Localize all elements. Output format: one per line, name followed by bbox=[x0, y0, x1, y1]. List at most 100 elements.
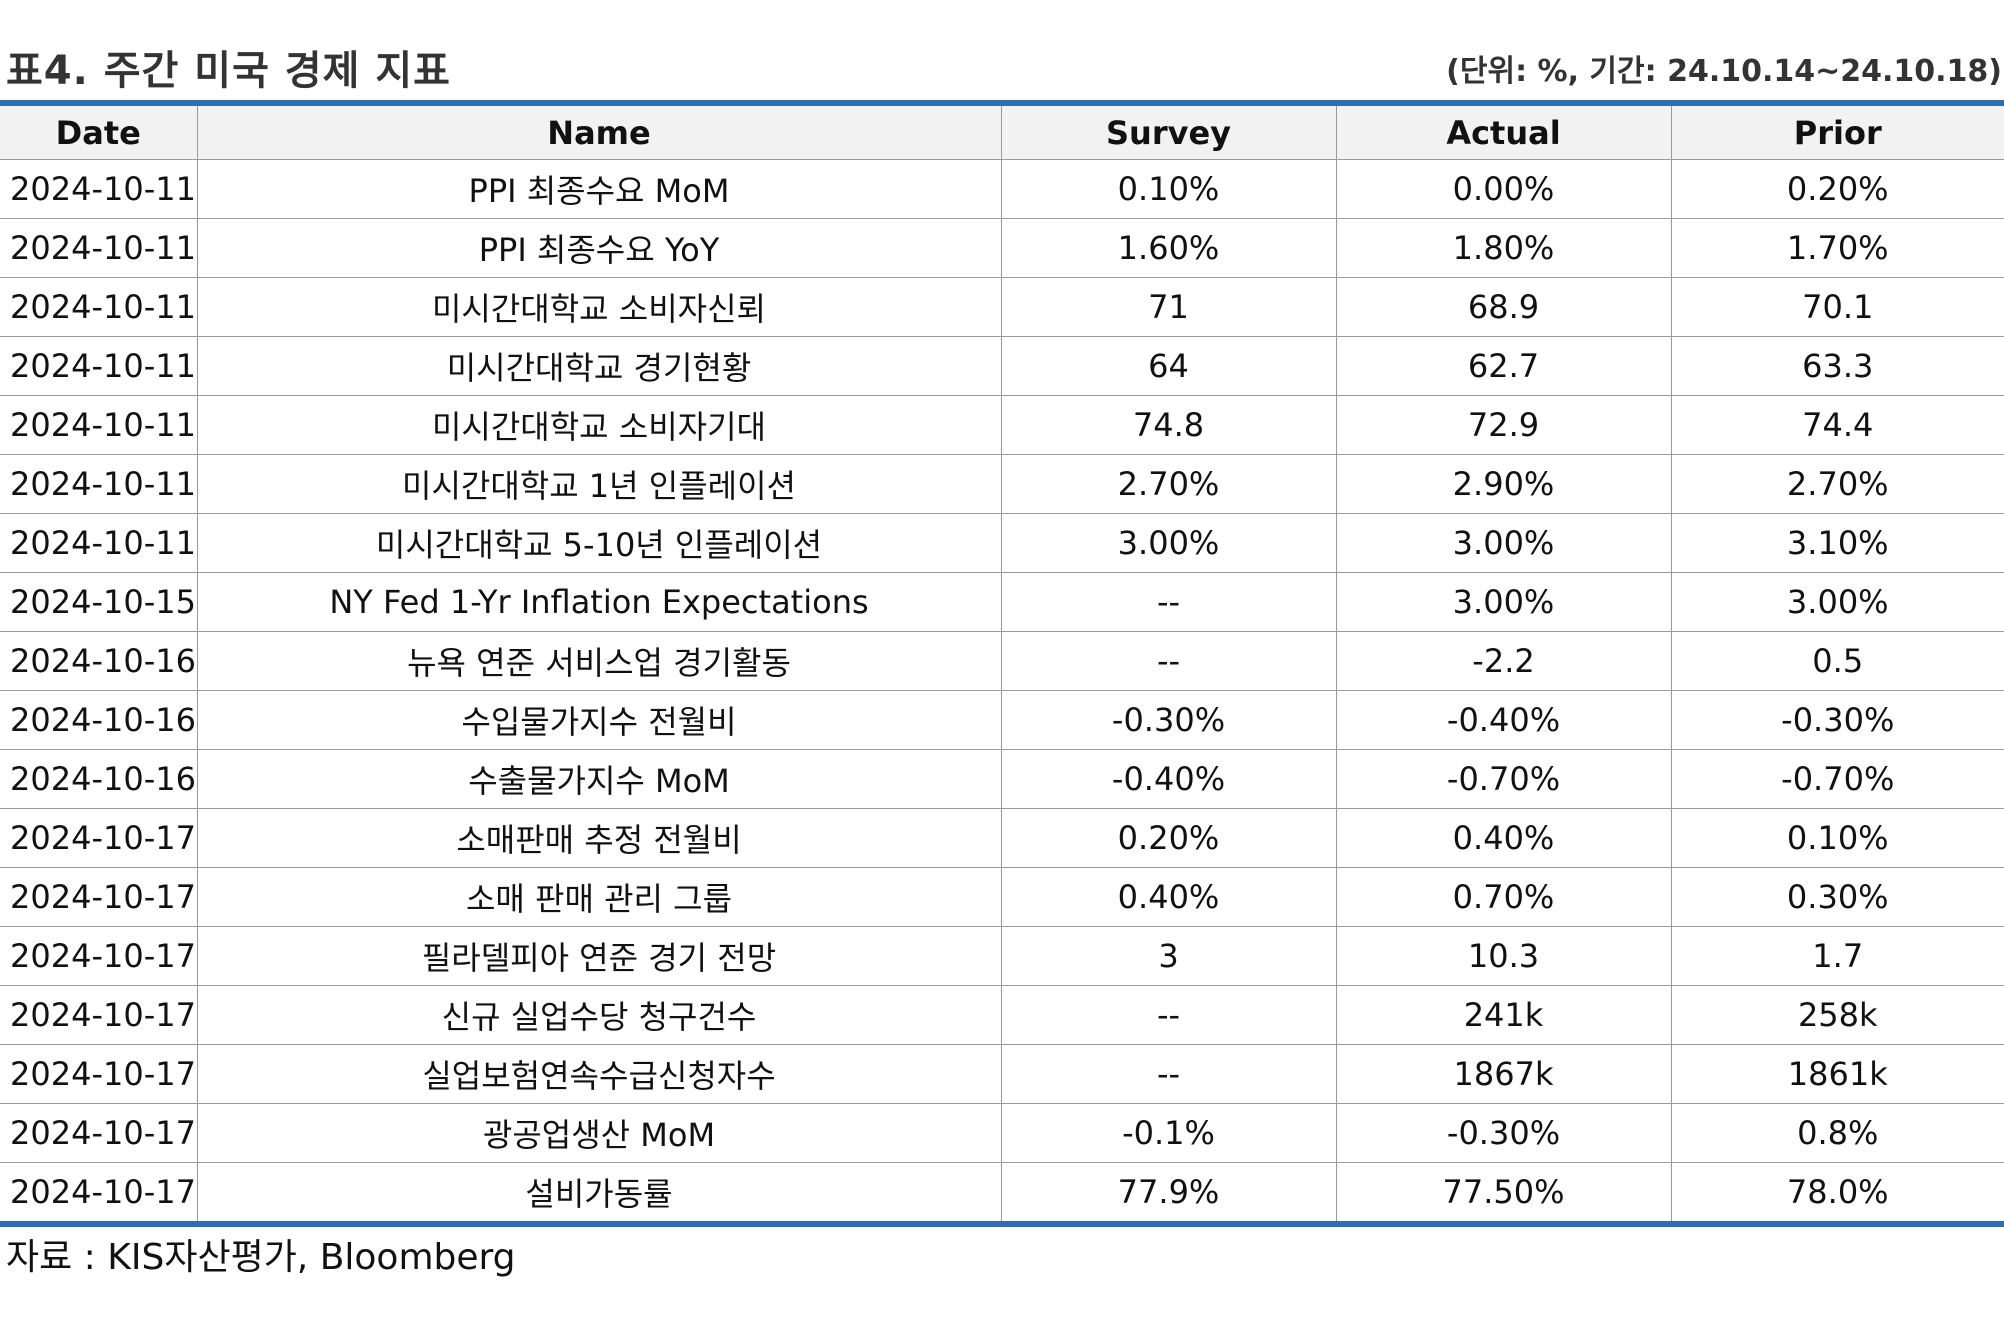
cell-name: 소매판매 추정 전월비 bbox=[196, 808, 1001, 868]
cell-actual: 3.00% bbox=[1335, 572, 1671, 632]
cell-prior: 3.00% bbox=[1670, 572, 2004, 632]
cell-prior: 0.5 bbox=[1670, 631, 2004, 691]
cell-name: 필라델피아 연준 경기 전망 bbox=[196, 926, 1001, 986]
cell-date: 2024-10-11 bbox=[0, 395, 197, 455]
cell-survey: -- bbox=[1000, 572, 1336, 632]
cell-survey: -- bbox=[1000, 985, 1336, 1045]
column-header-actual: Actual bbox=[1335, 106, 1671, 160]
column-header-name: Name bbox=[196, 106, 1001, 160]
cell-date: 2024-10-11 bbox=[10, 170, 196, 208]
cell-date: 2024-10-15 bbox=[0, 572, 197, 632]
cell-date: 2024-10-16 bbox=[0, 690, 197, 750]
cell-name: 미시간대학교 소비자신뢰 bbox=[196, 277, 1001, 337]
table-row: 2024-10-16 뉴욕 연준 서비스업 경기활동 -- -2.2 0.5 bbox=[0, 631, 2004, 691]
cell-actual: -0.30% bbox=[1335, 1103, 1671, 1163]
cell-name: 미시간대학교 5-10년 인플레이션 bbox=[196, 513, 1001, 573]
table-row: 2024-10-17 광공업생산 MoM -0.1% -0.30% 0.8% bbox=[0, 1103, 2004, 1163]
cell-actual: 77.50% bbox=[1335, 1162, 1671, 1221]
column-header-prior: Prior bbox=[1670, 106, 2004, 160]
cell-survey: -0.40% bbox=[1000, 749, 1336, 809]
cell-prior: 70.1 bbox=[1670, 277, 2004, 337]
unit-period-note: (단위: %, 기간: 24.10.14~24.10.18) bbox=[1446, 54, 2002, 89]
cell-name: 미시간대학교 1년 인플레이션 bbox=[196, 454, 1001, 514]
table-row: 2024-10-17 필라델피아 연준 경기 전망 3 10.3 1.7 bbox=[0, 926, 2004, 986]
cell-name: 실업보험연속수급신청자수 bbox=[196, 1044, 1001, 1104]
cell-prior: 63.3 bbox=[1670, 336, 2004, 396]
cell-name: 미시간대학교 소비자기대 bbox=[196, 395, 1001, 455]
cell-prior: 2.70% bbox=[1670, 454, 2004, 514]
table-row: 2024-10-11 PPI 최종수요 MoM 0.10% 0.00% 0.20… bbox=[0, 159, 2004, 219]
cell-survey: 64 bbox=[1000, 336, 1336, 396]
cell-date: 2024-10-17 bbox=[0, 867, 197, 927]
cell-actual: 10.3 bbox=[1335, 926, 1671, 986]
table-row: 2024-10-17 신규 실업수당 청구건수 -- 241k 258k bbox=[0, 985, 2004, 1045]
cell-survey: -- bbox=[1000, 631, 1336, 691]
cell-actual: 62.7 bbox=[1335, 336, 1671, 396]
table-row: 2024-10-17 설비가동률 77.9% 77.50% 78.0% bbox=[0, 1162, 2004, 1221]
cell-date: 2024-10-11 bbox=[0, 218, 197, 278]
table-row: 2024-10-17 소매판매 추정 전월비 0.20% 0.40% 0.10% bbox=[0, 808, 2004, 868]
table-header-row: Date Name Survey Actual Prior bbox=[0, 106, 2004, 160]
cell-prior: 3.10% bbox=[1670, 513, 2004, 573]
cell-date: 2024-10-17 bbox=[0, 808, 197, 868]
cell-actual: 0.40% bbox=[1335, 808, 1671, 868]
table-row: 2024-10-16 수출물가지수 MoM -0.40% -0.70% -0.7… bbox=[0, 749, 2004, 809]
cell-date: 2024-10-17 bbox=[0, 1044, 197, 1104]
cell-name: 미시간대학교 경기현황 bbox=[196, 336, 1001, 396]
cell-date: 2024-10-17 bbox=[0, 985, 197, 1045]
cell-survey: 2.70% bbox=[1000, 454, 1336, 514]
cell-name: PPI 최종수요 YoY bbox=[196, 218, 1001, 278]
cell-date: 2024-10-17 bbox=[0, 1103, 197, 1163]
cell-prior: 0.8% bbox=[1670, 1103, 2004, 1163]
cell-actual: -0.40% bbox=[1335, 690, 1671, 750]
table-row: 2024-10-11 미시간대학교 경기현황 64 62.7 63.3 bbox=[0, 336, 2004, 396]
table-row: 2024-10-17 실업보험연속수급신청자수 -- 1867k 1861k bbox=[0, 1044, 2004, 1104]
cell-survey: 71 bbox=[1000, 277, 1336, 337]
cell-name: 수입물가지수 전월비 bbox=[196, 690, 1001, 750]
cell-actual: 241k bbox=[1335, 985, 1671, 1045]
cell-prior: 78.0% bbox=[1670, 1162, 2004, 1221]
cell-prior: 74.4 bbox=[1670, 395, 2004, 455]
cell-actual: -2.2 bbox=[1335, 631, 1671, 691]
cell-survey: -0.1% bbox=[1000, 1103, 1336, 1163]
cell-date: 2024-10-16 bbox=[0, 749, 197, 809]
cell-prior: 258k bbox=[1670, 985, 2004, 1045]
cell-prior: 1.7 bbox=[1670, 926, 2004, 986]
cell-name: 수출물가지수 MoM bbox=[196, 749, 1001, 809]
cell-name: 광공업생산 MoM bbox=[196, 1103, 1001, 1163]
cell-survey: 1.60% bbox=[1000, 218, 1336, 278]
cell-name: 소매 판매 관리 그룹 bbox=[196, 867, 1001, 927]
table-row: 2024-10-11 미시간대학교 1년 인플레이션 2.70% 2.90% 2… bbox=[0, 454, 2004, 514]
table-row: 2024-10-11 미시간대학교 소비자신뢰 71 68.9 70.1 bbox=[0, 277, 2004, 337]
cell-survey: 0.40% bbox=[1000, 867, 1336, 927]
table-top-rule bbox=[0, 100, 2004, 106]
cell-actual: 0.70% bbox=[1335, 867, 1671, 927]
table-row: 2024-10-11 PPI 최종수요 YoY 1.60% 1.80% 1.70… bbox=[0, 218, 2004, 278]
cell-actual: -0.70% bbox=[1335, 749, 1671, 809]
cell-date: 2024-10-11 bbox=[0, 336, 197, 396]
cell-survey: -- bbox=[1000, 1044, 1336, 1104]
cell-survey: 3 bbox=[1000, 926, 1336, 986]
cell-survey: 74.8 bbox=[1000, 395, 1336, 455]
cell-actual: 1.80% bbox=[1335, 218, 1671, 278]
cell-date: 2024-10-17 bbox=[0, 926, 197, 986]
cell-name: NY Fed 1-Yr Inflation Expectations bbox=[196, 572, 1001, 632]
cell-survey: 0.20% bbox=[1000, 808, 1336, 868]
table-row: 2024-10-11 미시간대학교 소비자기대 74.8 72.9 74.4 bbox=[0, 395, 2004, 455]
cell-actual: 1867k bbox=[1335, 1044, 1671, 1104]
cell-name: PPI 최종수요 MoM bbox=[196, 159, 1001, 219]
cell-actual: 0.00% bbox=[1335, 159, 1671, 219]
column-header-survey: Survey bbox=[1000, 106, 1336, 160]
cell-prior: -0.30% bbox=[1670, 690, 2004, 750]
cell-prior: 1.70% bbox=[1670, 218, 2004, 278]
cell-date: 2024-10-16 bbox=[0, 631, 197, 691]
cell-survey: 3.00% bbox=[1000, 513, 1336, 573]
cell-prior: 1861k bbox=[1670, 1044, 2004, 1104]
cell-name: 설비가동률 bbox=[196, 1162, 1001, 1221]
source-note: 자료 : KIS자산평가, Bloomberg bbox=[6, 1237, 516, 1278]
cell-survey: -0.30% bbox=[1000, 690, 1336, 750]
cell-prior: 0.30% bbox=[1670, 867, 2004, 927]
cell-survey: 0.10% bbox=[1000, 159, 1336, 219]
cell-actual: 2.90% bbox=[1335, 454, 1671, 514]
cell-date: 2024-10-11 bbox=[0, 513, 197, 573]
